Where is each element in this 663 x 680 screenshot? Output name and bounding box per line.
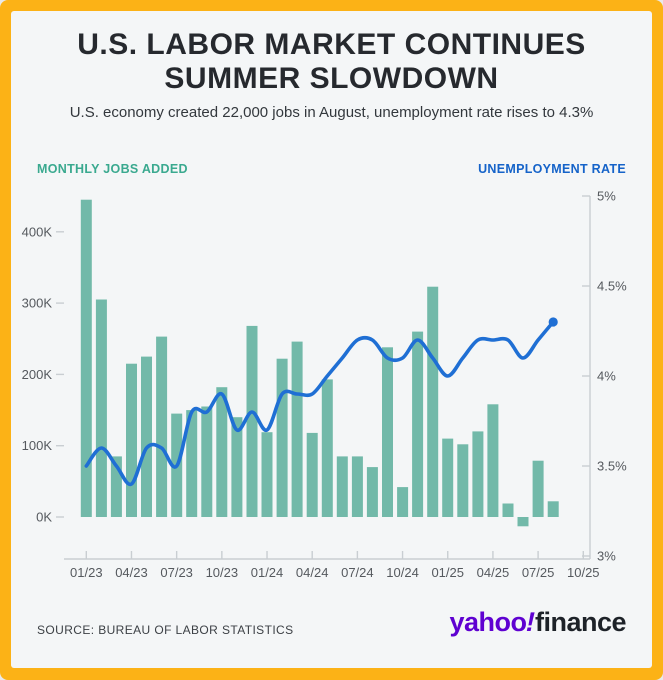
jobs-bar	[186, 410, 198, 517]
left-axis-tick-label: 0K	[36, 510, 52, 525]
x-axis-tick-label: 01/24	[251, 565, 284, 580]
jobs-bar	[472, 431, 484, 517]
logo-yahoo-text: yahoo	[449, 607, 527, 637]
right-axis-tick-label: 3%	[597, 549, 616, 564]
legend-jobs-added-label: MONTHLY JOBS ADDED	[37, 162, 188, 176]
x-axis-tick-label: 10/24	[386, 565, 419, 580]
legend-unemployment-rate-label: UNEMPLOYMENT RATE	[478, 162, 626, 176]
jobs-bar	[261, 432, 273, 517]
combo-chart: 0K 100K 200K 300K 400K 3% 3.5% 4% 4.5% 5% 01/23 04/…	[22, 189, 627, 581]
jobs-bar	[231, 417, 243, 517]
jobs-bar	[366, 467, 378, 517]
yahoo-finance-logo: yahoo!finance	[449, 607, 626, 638]
jobs-bar	[532, 460, 544, 517]
chart-subtitle: U.S. economy created 22,000 jobs in Augu…	[69, 104, 594, 121]
jobs-bar	[201, 406, 213, 517]
jobs-bar	[216, 387, 228, 517]
title-line-2: SUMMER SLOWDOWN	[164, 62, 499, 95]
jobs-bar	[336, 456, 348, 517]
source-attribution: SOURCE: BUREAU OF LABOR STATISTICS	[37, 623, 294, 637]
jobs-bar	[291, 341, 303, 517]
jobs-bar	[382, 347, 393, 517]
left-axis-tick-label: 400K	[22, 224, 53, 239]
jobs-bar	[110, 456, 122, 517]
jobs-bar	[517, 517, 529, 527]
jobs-bar	[246, 325, 258, 517]
jobs-bar	[427, 286, 439, 517]
jobs-bar	[276, 358, 288, 517]
title-line-1: U.S. LABOR MARKET CONTINUES	[77, 28, 586, 61]
jobs-bar	[502, 503, 514, 517]
jobs-bar	[321, 379, 333, 517]
x-axis-tick-label: 07/23	[160, 565, 193, 580]
right-axis-tick-label: 3.5%	[597, 459, 627, 474]
x-axis-tick-label: 10/25	[567, 565, 600, 580]
left-axis-tick-label: 200K	[22, 367, 53, 382]
right-axis-tick-label: 4%	[597, 369, 616, 384]
jobs-bar	[397, 487, 409, 517]
jobs-bar	[442, 438, 454, 517]
x-axis-tick-label: 01/25	[431, 565, 464, 580]
jobs-bar	[412, 331, 424, 517]
unemployment-rate-line	[84, 320, 555, 487]
jobs-bar	[80, 199, 92, 517]
x-axis-tick-label: 04/23	[115, 565, 148, 580]
jobs-bar	[141, 356, 152, 517]
jobs-bar	[306, 432, 318, 517]
x-axis-tick-label: 07/25	[522, 565, 555, 580]
x-axis-tick-label: 10/23	[206, 565, 239, 580]
jobs-bar	[351, 456, 363, 517]
jobs-bar	[457, 444, 469, 517]
x-axis-tick-label: 04/24	[296, 565, 329, 580]
right-axis-tick-label: 5%	[597, 189, 616, 204]
jobs-bar	[95, 299, 107, 517]
jobs-bar	[156, 336, 168, 517]
x-axis-tick-label: 01/23	[70, 565, 103, 580]
page-title: U.S. LABOR MARKET CONTINUES SUMMER SLOWDO…	[11, 28, 652, 96]
x-axis-tick-label: 07/24	[341, 565, 374, 580]
logo-finance-text: finance	[534, 607, 627, 637]
left-axis-tick-label: 300K	[22, 296, 53, 311]
line-end-dot	[548, 317, 558, 327]
jobs-bar	[126, 363, 137, 517]
right-axis-tick-label: 4.5%	[597, 279, 627, 294]
x-axis-tick-label: 04/25	[477, 565, 510, 580]
jobs-bar	[547, 501, 559, 517]
jobs-bar	[487, 404, 499, 517]
left-axis-tick-label: 100K	[22, 438, 53, 453]
